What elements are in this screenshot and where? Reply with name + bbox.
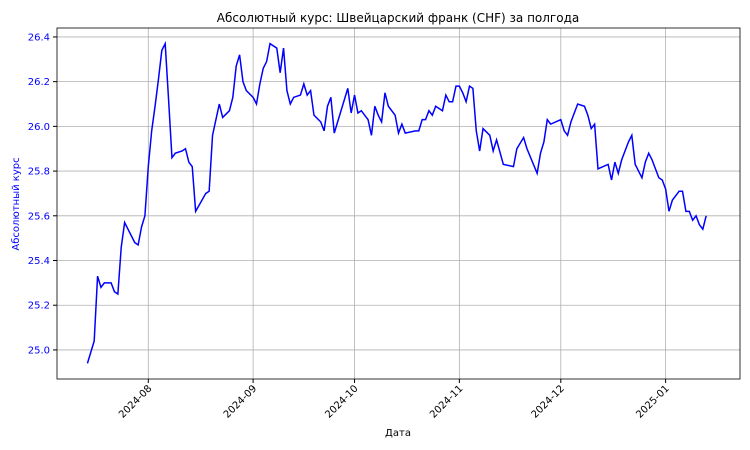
chart-title: Абсолютный курс: Швейцарский франк (CHF)…: [217, 11, 579, 25]
y-tick-label: 25.0: [28, 345, 50, 356]
y-tick-label: 26.2: [28, 77, 50, 88]
x-tick-label: 2024-08: [117, 383, 154, 420]
y-tick-label: 26.0: [28, 122, 50, 133]
y-tick-label: 25.2: [28, 301, 50, 312]
y-tick-label: 25.4: [28, 256, 50, 267]
y-axis-label: Абсолютный курс: [11, 157, 22, 250]
x-axis-label: Дата: [385, 428, 411, 439]
y-tick-label: 25.6: [28, 211, 50, 222]
y-tick-label: 26.4: [28, 32, 50, 43]
y-tick-label: 25.8: [28, 167, 50, 178]
x-tick-label: 2024-10: [323, 383, 360, 420]
x-tick-label: 2024-12: [530, 383, 567, 420]
x-tick-label: 2024-11: [428, 383, 465, 420]
x-tick-label: 2024-09: [222, 383, 259, 420]
data-line: [86, 40, 707, 364]
x-tick-label: 2025-01: [634, 383, 671, 420]
plot-frame: [56, 27, 741, 380]
